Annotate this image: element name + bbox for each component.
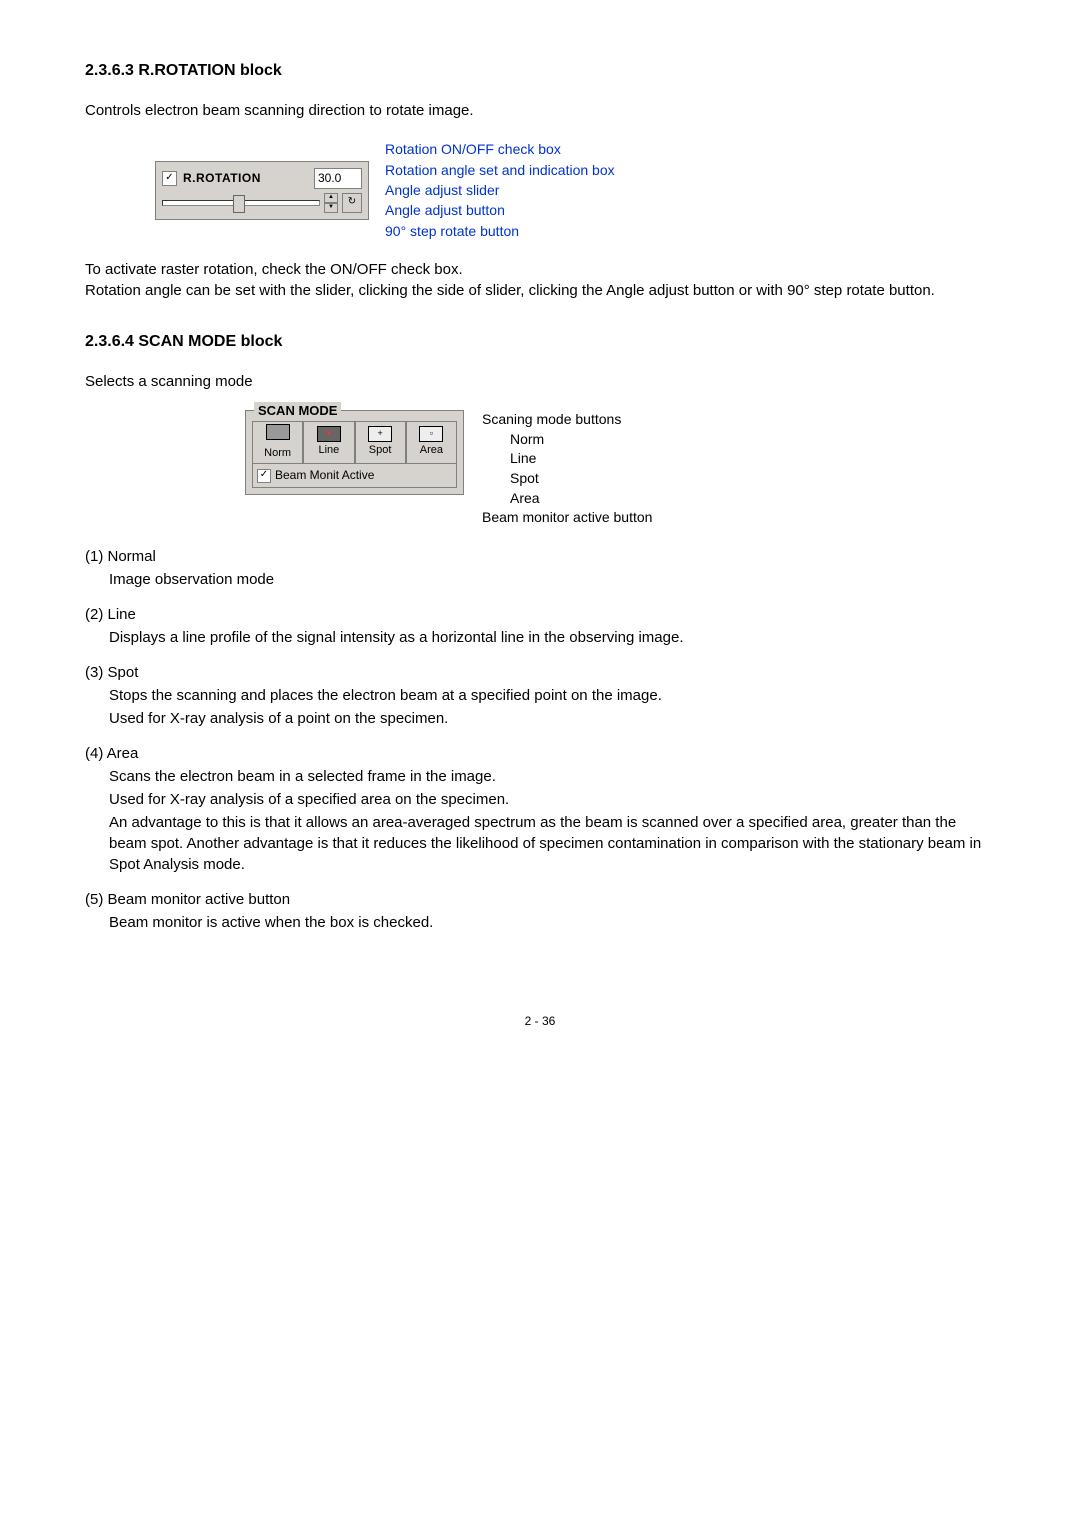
item-line-title: (2) Line — [85, 606, 136, 623]
item-normal-title: (1) Normal — [85, 548, 156, 565]
area-label: Area — [407, 443, 456, 458]
item-spot-body1: Stops the scanning and places the electr… — [109, 685, 995, 706]
beam-monitor-checkbox[interactable]: ✓ — [257, 469, 271, 483]
item-spot-title: (3) Spot — [85, 664, 138, 681]
callout-onoff: Rotation ON/OFF check box — [385, 139, 615, 159]
section-heading-rotation: 2.3.6.3 R.ROTATION block — [85, 60, 995, 82]
rotation-onoff-checkbox[interactable]: ✓ — [162, 171, 177, 186]
norm-icon — [266, 424, 290, 440]
rotation-para-2b: Rotation angle can be set with the slide… — [85, 280, 995, 301]
norm-label: Norm — [253, 446, 302, 461]
callout-adjust-btn: Angle adjust button — [385, 200, 615, 220]
item-normal-body: Image observation mode — [109, 569, 995, 590]
item-area-title: (4) Area — [85, 745, 138, 762]
rotation-angle-input[interactable]: 30.0 — [314, 168, 362, 189]
scan-btn-area[interactable]: ▫ Area — [406, 421, 457, 464]
scanmode-panel: SCAN MODE Norm ✕ Line + Spot ▫ Area ✓ Be… — [245, 410, 464, 495]
callout-beam-monitor: Beam monitor active button — [482, 508, 652, 528]
page-number: 2 - 36 — [85, 1013, 995, 1030]
slider-thumb[interactable] — [233, 195, 245, 213]
item-spot: (3) Spot Stops the scanning and places t… — [85, 662, 995, 729]
scan-btn-spot[interactable]: + Spot — [355, 421, 406, 464]
item-area: (4) Area Scans the electron beam in a se… — [85, 743, 995, 875]
item-area-body1: Scans the electron beam in a selected fr… — [109, 766, 995, 787]
callout-angle-box: Rotation angle set and indication box — [385, 160, 615, 180]
item-beam-body: Beam monitor is active when the box is c… — [109, 912, 995, 933]
area-icon: ▫ — [419, 426, 443, 442]
beam-monitor-label: Beam Monit Active — [275, 467, 374, 484]
item-area-body2: Used for X-ray analysis of a specified a… — [109, 789, 995, 810]
angle-adjust-slider[interactable] — [162, 200, 320, 206]
rotation-para-2a: To activate raster rotation, check the O… — [85, 259, 995, 280]
callout-spot: Spot — [510, 469, 652, 489]
item-area-body3: An advantage to this is that it allows a… — [109, 812, 995, 875]
angle-adjust-button[interactable]: ▲ ▼ — [324, 193, 338, 213]
spot-label: Spot — [356, 443, 405, 458]
item-line: (2) Line Displays a line profile of the … — [85, 604, 995, 648]
rotation-figure: ✓ R.ROTATION 30.0 ▲ ▼ ↻ Rotation ON/OFF … — [155, 139, 995, 240]
rotation-panel: ✓ R.ROTATION 30.0 ▲ ▼ ↻ — [155, 161, 369, 220]
spot-icon: + — [368, 426, 392, 442]
section-heading-scanmode: 2.3.6.4 SCAN MODE block — [85, 331, 995, 353]
callout-line: Line — [510, 449, 652, 469]
item-beam-monitor: (5) Beam monitor active button Beam moni… — [85, 889, 995, 933]
rotation-label: R.ROTATION — [183, 170, 261, 187]
spin-down-icon[interactable]: ▼ — [324, 203, 338, 213]
intro-scanmode: Selects a scanning mode — [85, 371, 995, 392]
line-icon: ✕ — [317, 426, 341, 442]
scanmode-callouts: Scaning mode buttons Norm Line Spot Area… — [482, 410, 652, 528]
scanmode-figure: SCAN MODE Norm ✕ Line + Spot ▫ Area ✓ Be… — [245, 410, 995, 528]
item-normal: (1) Normal Image observation mode — [85, 546, 995, 590]
rotation-callouts: Rotation ON/OFF check box Rotation angle… — [385, 139, 615, 240]
callout-norm: Norm — [510, 430, 652, 450]
spin-up-icon[interactable]: ▲ — [324, 193, 338, 203]
scan-btn-line[interactable]: ✕ Line — [303, 421, 354, 464]
intro-rotation: Controls electron beam scanning directio… — [85, 100, 995, 121]
step-rotate-button[interactable]: ↻ — [342, 193, 362, 213]
scanmode-legend: SCAN MODE — [254, 402, 341, 420]
item-beam-title: (5) Beam monitor active button — [85, 891, 290, 908]
item-spot-body2: Used for X-ray analysis of a point on th… — [109, 708, 995, 729]
item-line-body: Displays a line profile of the signal in… — [109, 627, 995, 648]
callout-step-btn: 90° step rotate button — [385, 221, 615, 241]
line-label: Line — [304, 443, 353, 458]
callout-mode-buttons: Scaning mode buttons — [482, 410, 652, 430]
callout-slider: Angle adjust slider — [385, 180, 615, 200]
scan-btn-norm[interactable]: Norm — [252, 421, 303, 464]
callout-area: Area — [510, 489, 652, 509]
